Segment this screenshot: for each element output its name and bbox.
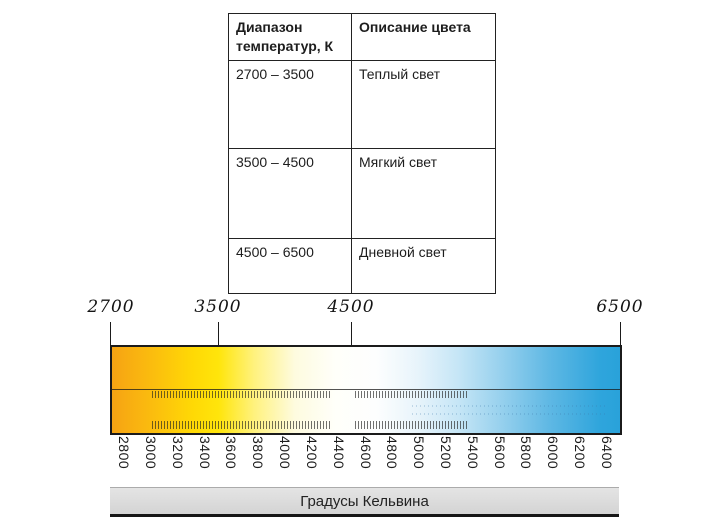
tick-label-5400: 5400 [465, 436, 481, 470]
header-color-description: Описание цвета [351, 13, 496, 61]
description-cell: Мягкий свет [351, 147, 496, 239]
table-header-row: Диапазон температур, К Описание цвета [228, 13, 496, 61]
major-label-2700: 2700 [87, 297, 135, 317]
major-label-4500: 4500 [327, 297, 375, 317]
kelvin-axis-bar: Градусы Кельвина [110, 487, 619, 517]
tick-label-3000: 3000 [143, 436, 159, 470]
tick-label-4600: 4600 [358, 436, 374, 470]
description-cell: Теплый свет [351, 59, 496, 149]
axis-title: Градусы Кельвина [300, 492, 429, 510]
tick-label-6000: 6000 [545, 436, 561, 470]
tick-label-5800: 5800 [518, 436, 534, 470]
tick-label-4800: 4800 [384, 436, 400, 470]
tick-label-4200: 4200 [304, 436, 320, 470]
gradient-middle-line [112, 389, 620, 390]
tick-label-5600: 5600 [492, 436, 508, 470]
range-cell: 4500 – 6500 [228, 237, 352, 294]
major-label-3500: 3500 [194, 297, 242, 317]
tick-label-6400: 6400 [599, 436, 615, 470]
color-temperature-table: Диапазон температур, К Описание цвета 27… [228, 13, 496, 294]
tick-label-5200: 5200 [438, 436, 454, 470]
tick-label-6200: 6200 [572, 436, 588, 470]
tick-label-2800: 2800 [116, 436, 132, 470]
tick-label-3400: 3400 [197, 436, 213, 470]
major-label-6500: 6500 [596, 297, 644, 317]
major-tick-line-6500 [620, 322, 621, 346]
temperature-gradient-bar [110, 345, 622, 435]
ruler-hatch-marks [152, 421, 332, 429]
ruler-hatch-marks [152, 391, 332, 398]
tick-label-3600: 3600 [223, 436, 239, 470]
description-cell: Дневной свет [351, 237, 496, 294]
tick-label-5000: 5000 [411, 436, 427, 470]
tick-label-3800: 3800 [250, 436, 266, 470]
ruler-hatch-marks [355, 391, 467, 398]
ruler-hatch-marks [355, 421, 467, 429]
tick-label-4400: 4400 [331, 436, 347, 470]
table-row: 3500 – 4500 Мягкий свет [228, 147, 496, 239]
table-row: 2700 – 3500 Теплый свет [228, 59, 496, 149]
header-temperature-range: Диапазон температур, К [228, 13, 352, 61]
tick-label-3200: 3200 [170, 436, 186, 470]
range-cell: 2700 – 3500 [228, 59, 352, 149]
table-row: 4500 – 6500 Дневной свет [228, 237, 496, 294]
tick-label-4000: 4000 [277, 436, 293, 470]
dot-texture [412, 402, 607, 418]
range-cell: 3500 – 4500 [228, 147, 352, 239]
